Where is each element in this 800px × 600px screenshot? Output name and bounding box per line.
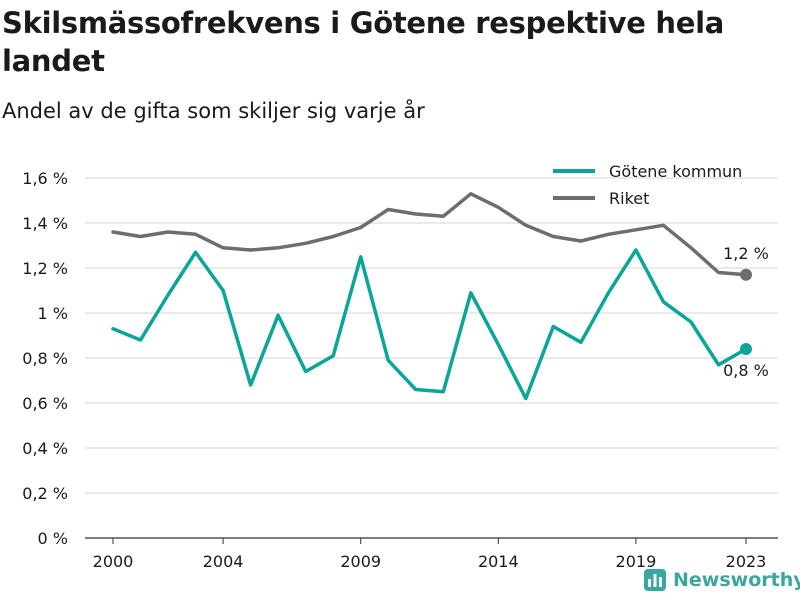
y-tick-label: 0,6 % xyxy=(22,394,68,413)
x-tick-label: 2014 xyxy=(478,552,519,571)
y-tick-label: 0,2 % xyxy=(22,484,68,503)
x-tick-label: 2009 xyxy=(340,552,381,571)
y-tick-label: 0 % xyxy=(38,529,68,548)
legend-label-riket: Riket xyxy=(609,189,649,208)
end-point-riket xyxy=(740,268,752,281)
series-line-riket xyxy=(111,192,748,277)
end-point-gotene xyxy=(740,343,752,355)
legend: Götene kommun Riket xyxy=(553,162,742,208)
gridlines xyxy=(85,177,778,539)
brand-name: Newsworthy xyxy=(673,569,800,591)
series-line-gotene xyxy=(111,248,748,401)
series-lines xyxy=(111,192,752,401)
x-tick-label: 2019 xyxy=(616,552,657,571)
x-tick-label: 2000 xyxy=(93,552,134,571)
end-label-riket: 1,2 % xyxy=(723,244,769,263)
y-tick-label: 1,6 % xyxy=(22,169,68,188)
x-axis: 2000 2004 2009 2014 2019 2023 xyxy=(93,538,767,571)
legend-label-gotene: Götene kommun xyxy=(609,162,742,181)
y-tick-label: 1,4 % xyxy=(22,214,68,233)
chart-subtitle: Andel av de gifta som skiljer sig varje … xyxy=(2,99,425,123)
x-tick-label: 2023 xyxy=(726,552,767,571)
newsworthy-logo: Newsworthy xyxy=(643,568,800,592)
y-tick-label: 1 % xyxy=(38,304,68,323)
y-tick-label: 0,8 % xyxy=(22,349,68,368)
y-tick-label: 0,4 % xyxy=(22,439,68,458)
end-label-gotene: 0,8 % xyxy=(723,361,769,380)
y-tick-label: 1,2 % xyxy=(22,259,68,278)
y-axis-ticks: 0 % 0,2 % 0,4 % 0,6 % 0,8 % 1 % 1,2 % 1,4 % 1,6 … xyxy=(22,169,68,548)
chart-title: Skilsmässofrekvens i Götene respektive h… xyxy=(2,6,725,78)
x-tick-label: 2004 xyxy=(203,552,244,571)
newsworthy-logo-icon xyxy=(644,569,666,591)
end-labels: 0,8 % 1,2 % xyxy=(723,244,769,380)
